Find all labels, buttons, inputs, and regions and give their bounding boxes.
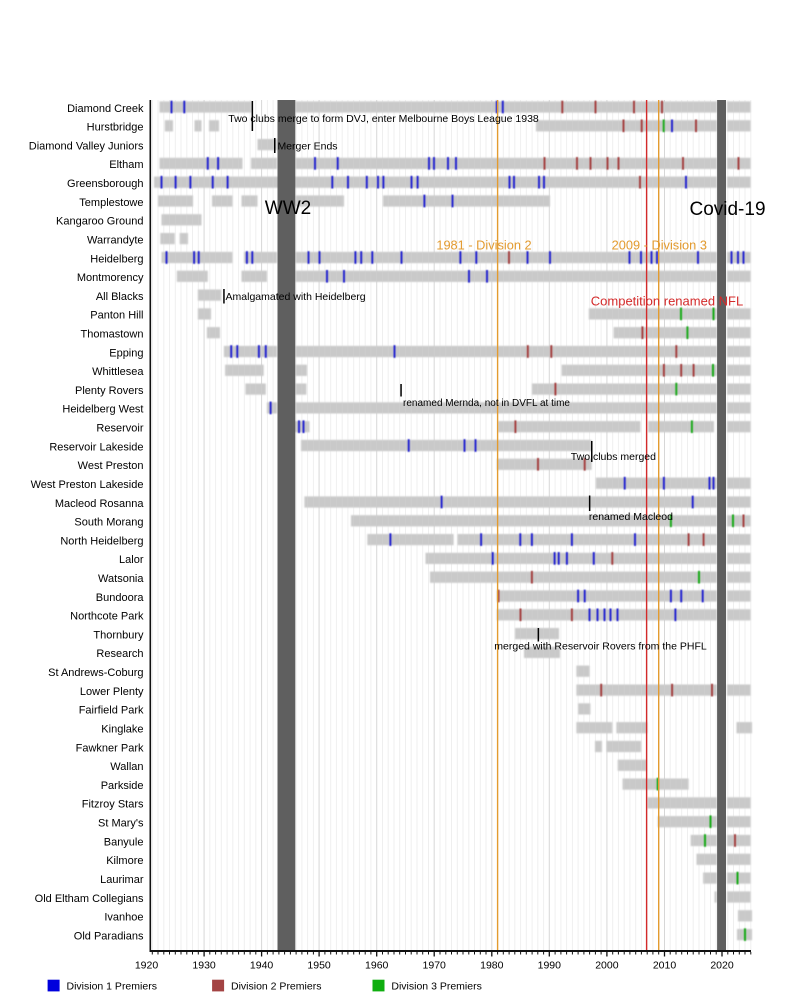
svg-text:Reservoir: Reservoir — [96, 423, 143, 435]
svg-text:Thornbury: Thornbury — [93, 629, 144, 641]
svg-text:merged with Reservoir Rovers f: merged with Reservoir Rovers from the PH… — [494, 641, 707, 653]
svg-text:1970: 1970 — [423, 960, 447, 972]
svg-text:Thomastown: Thomastown — [81, 329, 144, 341]
svg-text:Research: Research — [96, 648, 143, 660]
svg-text:Merger Ends: Merger Ends — [277, 140, 337, 152]
svg-text:Whittlesea: Whittlesea — [92, 366, 144, 378]
svg-text:1960: 1960 — [365, 960, 389, 972]
svg-text:Macleod Rosanna: Macleod Rosanna — [55, 498, 145, 510]
svg-text:Kinglake: Kinglake — [101, 724, 143, 736]
svg-text:1920: 1920 — [135, 960, 159, 972]
svg-text:Wallan: Wallan — [110, 761, 143, 773]
svg-text:Heidelberg West: Heidelberg West — [62, 404, 143, 416]
svg-text:Lalor: Lalor — [119, 554, 144, 566]
svg-text:1950: 1950 — [307, 960, 331, 972]
svg-text:1980: 1980 — [480, 960, 504, 972]
svg-text:Ivanhoe: Ivanhoe — [104, 912, 143, 924]
svg-text:West Preston: West Preston — [78, 460, 144, 472]
svg-text:Lower Plenty: Lower Plenty — [80, 686, 144, 698]
svg-text:Warrandyte: Warrandyte — [87, 234, 143, 246]
svg-text:2000: 2000 — [595, 960, 619, 972]
svg-text:renamed Mernda, not in DVFL at: renamed Mernda, not in DVFL at time — [403, 398, 570, 409]
svg-text:Panton Hill: Panton Hill — [90, 310, 143, 322]
svg-text:Kilmore: Kilmore — [106, 855, 143, 867]
svg-text:Templestowe: Templestowe — [79, 197, 143, 209]
svg-text:Diamond Valley Juniors: Diamond Valley Juniors — [29, 140, 144, 152]
svg-text:Division 1 Premiers: Division 1 Premiers — [67, 980, 157, 992]
svg-text:2010: 2010 — [653, 960, 677, 972]
svg-text:North Heidelberg: North Heidelberg — [60, 535, 143, 547]
svg-text:Competition renamed NFL: Competition renamed NFL — [591, 294, 743, 309]
svg-text:Two clubs merged: Two clubs merged — [571, 451, 656, 463]
svg-text:Plenty Rovers: Plenty Rovers — [75, 385, 144, 397]
svg-text:Greensborough: Greensborough — [67, 178, 143, 190]
svg-text:WW2: WW2 — [265, 198, 311, 219]
svg-text:Montmorency: Montmorency — [77, 272, 144, 284]
svg-text:Northcote Park: Northcote Park — [70, 611, 144, 623]
svg-text:2020: 2020 — [710, 960, 734, 972]
svg-text:1940: 1940 — [250, 960, 274, 972]
svg-text:renamed Macleod: renamed Macleod — [589, 511, 673, 523]
svg-text:Hurstbridge: Hurstbridge — [87, 122, 144, 134]
svg-text:All Blacks: All Blacks — [96, 291, 144, 303]
svg-text:1990: 1990 — [538, 960, 562, 972]
svg-text:Epping: Epping — [109, 347, 143, 359]
svg-text:Laurimar: Laurimar — [100, 874, 144, 886]
svg-text:Heidelberg: Heidelberg — [90, 253, 143, 265]
svg-text:Old Eltham Collegians: Old Eltham Collegians — [35, 893, 144, 905]
svg-text:Old Paradians: Old Paradians — [74, 930, 144, 942]
svg-text:St Mary's: St Mary's — [98, 818, 144, 830]
svg-text:Covid-19: Covid-19 — [689, 199, 765, 220]
svg-text:Diamond Creek: Diamond Creek — [67, 103, 144, 115]
svg-text:Fairfield Park: Fairfield Park — [79, 705, 144, 717]
svg-text:Watsonia: Watsonia — [98, 573, 144, 585]
svg-text:Amalgamated with Heidelberg: Amalgamated with Heidelberg — [226, 291, 366, 303]
svg-text:Fawkner Park: Fawkner Park — [76, 742, 144, 754]
svg-text:St Andrews-Coburg: St Andrews-Coburg — [48, 667, 143, 679]
svg-text:1930: 1930 — [192, 960, 216, 972]
svg-text:Parkside: Parkside — [101, 780, 144, 792]
svg-text:Division 3 Premiers: Division 3 Premiers — [391, 980, 481, 992]
svg-text:1981 - Division 2: 1981 - Division 2 — [436, 238, 531, 253]
svg-text:Kangaroo Ground: Kangaroo Ground — [56, 216, 143, 228]
svg-text:Eltham: Eltham — [109, 159, 143, 171]
svg-text:Reservoir Lakeside: Reservoir Lakeside — [49, 441, 143, 453]
svg-text:South Morang: South Morang — [74, 517, 143, 529]
svg-text:2009 - Division 3: 2009 - Division 3 — [612, 238, 707, 253]
svg-text:Fitzroy Stars: Fitzroy Stars — [82, 799, 144, 811]
svg-text:Two clubs merge to form DVJ, e: Two clubs merge to form DVJ, enter Melbo… — [228, 113, 539, 125]
svg-text:West Preston Lakeside: West Preston Lakeside — [31, 479, 144, 491]
svg-text:Banyule: Banyule — [104, 836, 144, 848]
svg-text:Bundoora: Bundoora — [96, 592, 145, 604]
svg-text:Division 2 Premiers: Division 2 Premiers — [231, 980, 321, 992]
